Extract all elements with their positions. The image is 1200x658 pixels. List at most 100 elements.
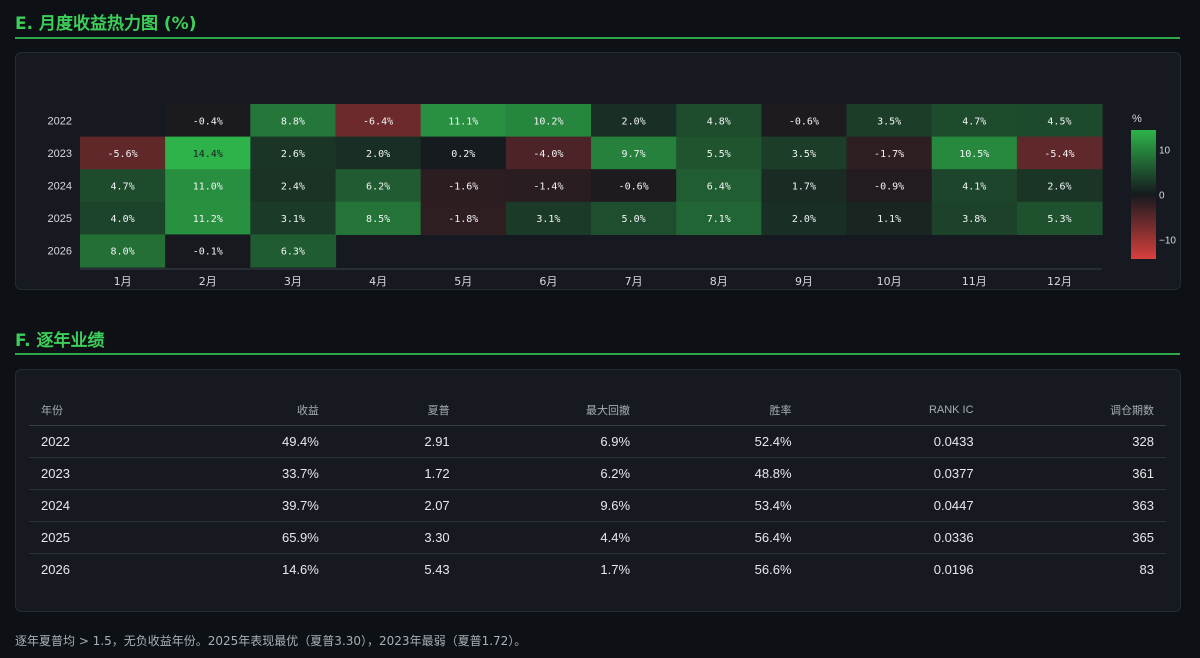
heatmap-cell[interactable] — [591, 104, 677, 138]
heatmap-cell[interactable] — [591, 201, 677, 235]
heatmap-cell[interactable] — [250, 136, 337, 170]
colorbar-tick-label: −10 — [1159, 235, 1176, 246]
heatmap-cell[interactable] — [80, 234, 166, 268]
rebalance-count-cell: 365 — [985, 521, 1166, 554]
table-row: 2026 14.6% 5.43 1.7% 56.6% 0.0196 83 — [29, 554, 1166, 586]
colorbar-title: % — [1132, 113, 1142, 125]
heatmap-cell[interactable] — [420, 201, 507, 235]
heatmap-cell[interactable] — [165, 201, 251, 235]
heatmap-cell[interactable] — [761, 136, 848, 170]
heatmap-cell-label: 2.0% — [792, 214, 816, 225]
col-year-header[interactable]: 年份 — [29, 394, 170, 426]
sharpe-cell: 2.91 — [330, 425, 462, 458]
x-tick-label: 6月 — [539, 275, 557, 288]
heatmap-cell[interactable] — [505, 136, 592, 170]
heatmap-cell[interactable] — [80, 201, 166, 235]
heatmap-cell[interactable] — [676, 104, 762, 138]
section-f-title: F. 逐年业绩 — [15, 331, 105, 351]
heatmap-cell[interactable] — [165, 169, 251, 203]
heatmap-cell[interactable] — [931, 201, 1018, 235]
heatmap-cell[interactable] — [420, 104, 507, 138]
heatmap-cell[interactable] — [676, 201, 762, 235]
heatmap-cell[interactable] — [761, 201, 848, 235]
win-rate-cell: 56.4% — [642, 521, 804, 554]
heatmap-cell-label: -0.9% — [874, 182, 904, 193]
x-tick-label: 2月 — [199, 275, 217, 288]
heatmap-cell-label: 7.1% — [707, 214, 731, 225]
return-cell: 49.4% — [169, 425, 331, 458]
heatmap-cell-label: 3.8% — [962, 214, 986, 225]
y-tick-label: 2025 — [48, 213, 72, 225]
return-cell: 33.7% — [169, 457, 331, 490]
col-win-rate-header[interactable]: 胜率 — [642, 394, 804, 426]
heatmap-cell[interactable] — [931, 104, 1018, 138]
section-e-title: E. 月度收益热力图 (%) — [15, 14, 197, 34]
heatmap-cell[interactable] — [420, 136, 507, 170]
heatmap-cell[interactable] — [165, 104, 251, 138]
heatmap-cell[interactable] — [1016, 136, 1103, 170]
heatmap-cell[interactable] — [335, 201, 422, 235]
heatmap-cell[interactable] — [165, 234, 251, 268]
rank-ic-cell: 0.0196 — [933, 562, 974, 577]
colorbar-tick-label: 10 — [1159, 146, 1171, 157]
heatmap-cell-label: -1.7% — [874, 149, 904, 160]
heatmap-cell[interactable] — [761, 169, 848, 203]
col-rebalance-count-header[interactable]: 调仓期数 — [985, 394, 1166, 426]
heatmap-cell-label: 3.1% — [281, 214, 305, 225]
heatmap-cell[interactable] — [250, 104, 337, 138]
rank-ic-cell: 0.0336 — [803, 521, 986, 554]
table-row: 2025 65.9% 3.30 4.4% 56.4% 0.0336 365 — [29, 521, 1166, 554]
max-drawdown-cell: 9.6% — [461, 489, 643, 522]
section-e-divider — [15, 37, 1180, 39]
win-rate-cell: 52.4% — [642, 425, 804, 458]
heatmap-cell[interactable] — [250, 169, 337, 203]
heatmap-cell[interactable] — [505, 201, 592, 235]
heatmap-cell[interactable] — [931, 169, 1018, 203]
heatmap-cell-label: 2.4% — [281, 182, 305, 193]
heatmap-cell-label: -6.4% — [363, 116, 393, 127]
heatmap-cell-label: 6.3% — [281, 247, 305, 258]
heatmap-cell[interactable] — [335, 104, 422, 138]
heatmap-cell[interactable] — [420, 169, 507, 203]
heatmap-cell[interactable] — [591, 169, 677, 203]
heatmap-cell[interactable] — [1016, 201, 1103, 235]
heatmap-cell[interactable] — [846, 169, 933, 203]
max-drawdown-cell: 1.7% — [600, 562, 631, 577]
heatmap-cell[interactable] — [591, 136, 677, 170]
col-sharpe-header[interactable]: 夏普 — [330, 394, 462, 426]
heatmap-cell[interactable] — [80, 136, 166, 170]
heatmap-cell[interactable] — [676, 136, 762, 170]
heatmap-cell[interactable] — [335, 169, 422, 203]
heatmap-cell[interactable] — [761, 104, 848, 138]
heatmap-cell[interactable] — [846, 136, 933, 170]
heatmap-cell[interactable] — [335, 136, 422, 170]
col-max-drawdown-header[interactable]: 最大回撤 — [461, 394, 643, 426]
win-rate-cell: 56.6% — [754, 562, 792, 577]
colorbar — [1131, 130, 1156, 259]
heatmap-cell[interactable] — [505, 169, 592, 203]
return-cell: 39.7% — [169, 489, 331, 522]
win-rate-cell: 53.4% — [642, 489, 804, 522]
heatmap-cell-label: -1.4% — [533, 182, 563, 193]
heatmap-cell-label: 8.8% — [281, 116, 305, 127]
rebalance-count-cell: 361 — [985, 457, 1166, 490]
heatmap-cell[interactable] — [250, 234, 337, 268]
heatmap-cell-label: 4.7% — [111, 182, 135, 193]
x-tick-label: 1月 — [114, 275, 132, 288]
heatmap-cell-label: -0.6% — [619, 182, 649, 193]
col-return-header[interactable]: 收益 — [169, 394, 331, 426]
heatmap-cell[interactable] — [505, 104, 592, 138]
heatmap-cell[interactable] — [250, 201, 337, 235]
heatmap-cell[interactable] — [1016, 104, 1103, 138]
heatmap-cell[interactable] — [846, 201, 933, 235]
heatmap-cell-label: 3.5% — [877, 116, 901, 127]
heatmap-cell[interactable] — [931, 136, 1018, 170]
heatmap-cell[interactable] — [80, 169, 166, 203]
heatmap-cell[interactable] — [676, 169, 762, 203]
col-rank-ic-header[interactable]: RANK IC — [803, 394, 986, 426]
heatmap-cell[interactable] — [1016, 169, 1103, 203]
heatmap-cell[interactable] — [846, 104, 933, 138]
heatmap-cell[interactable] — [165, 136, 251, 170]
monthly-returns-heatmap[interactable]: -0.4% 8.8% -6.4% 11.1% 10.2% 2.0% 4.8% -0.6% 3.5… — [0, 0, 1200, 330]
heatmap-cell-label: -1.6% — [448, 182, 478, 193]
